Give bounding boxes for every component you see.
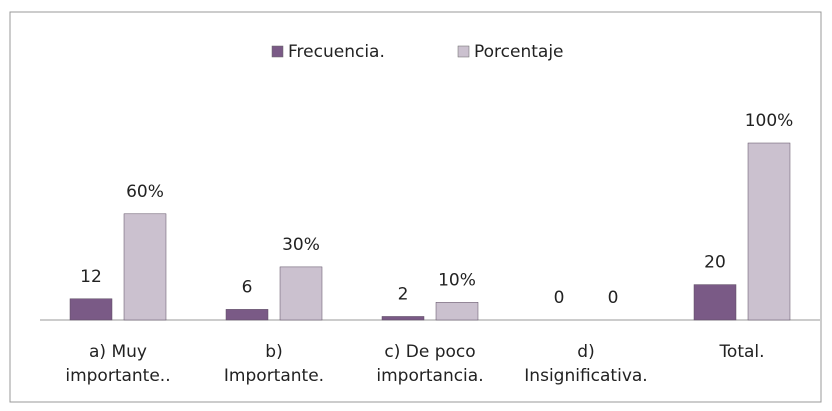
x-tick-label: c) De poco importancia. xyxy=(376,342,484,386)
x-tick-label: d) Insignificativa. xyxy=(524,342,648,386)
legend-swatch xyxy=(457,45,470,58)
value-label: 20 xyxy=(704,253,726,273)
x-tick-label: b) Importante. xyxy=(223,342,325,386)
x-tick-label: Total. xyxy=(719,342,765,362)
chart-frame xyxy=(9,11,822,403)
value-label: 6 xyxy=(242,277,253,297)
bar xyxy=(123,213,167,321)
bar xyxy=(693,284,737,321)
value-label: 2 xyxy=(398,284,409,304)
value-label: 100% xyxy=(745,111,794,131)
legend-swatch xyxy=(271,45,284,58)
x-tick-label: a) Muy importante.. xyxy=(65,342,171,386)
value-label: 10% xyxy=(438,270,476,290)
bar xyxy=(435,302,479,321)
bar xyxy=(279,266,323,321)
bar xyxy=(225,309,269,321)
value-label: 0 xyxy=(608,288,619,308)
value-label: 0 xyxy=(554,288,565,308)
legend-label: Frecuencia. xyxy=(288,42,385,62)
bar xyxy=(69,298,113,321)
legend-label: Porcentaje xyxy=(474,42,564,62)
bar xyxy=(381,316,425,321)
bar xyxy=(747,142,791,321)
value-label: 30% xyxy=(282,235,320,255)
value-label: 12 xyxy=(80,267,102,287)
value-label: 60% xyxy=(126,182,164,202)
